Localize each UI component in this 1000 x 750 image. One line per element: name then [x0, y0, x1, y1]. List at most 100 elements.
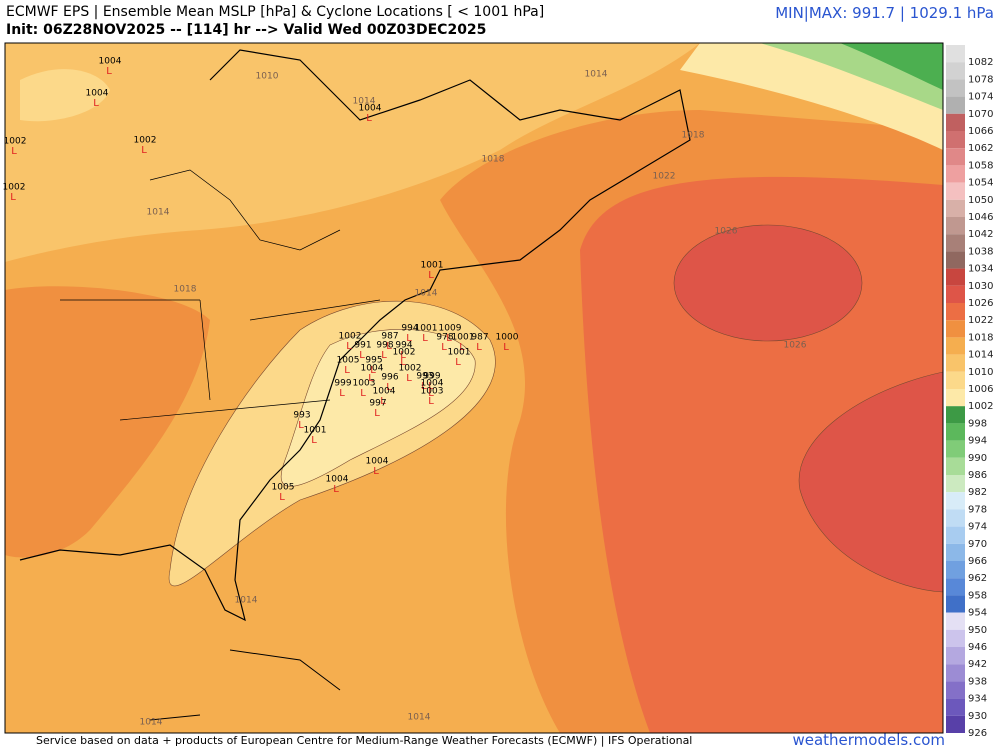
islands — [149, 649, 341, 721]
cyclone-symbol: L — [380, 396, 386, 407]
colorbar-label: 926 — [968, 728, 987, 739]
contour-label: 1014 — [408, 713, 431, 723]
colorbar-swatch — [946, 509, 965, 527]
cyclone-pressure: 1004 — [326, 475, 349, 485]
cyclone-pressure: 991 — [354, 341, 371, 351]
colorbar-label: 930 — [968, 711, 987, 722]
colorbar-label: 950 — [968, 625, 987, 636]
colorbar-swatch — [946, 595, 965, 613]
colorbar-label: 1066 — [968, 126, 993, 137]
cyclone-pressure: 1003 — [353, 379, 376, 389]
cyclone-pressure: 998 — [376, 341, 393, 351]
cyclone-pressure: 1003 — [421, 387, 444, 397]
cyclone-symbol: L — [339, 388, 345, 399]
cyclone-pressure: 987 — [471, 333, 488, 343]
colorbar-label: 1022 — [968, 315, 993, 326]
colorbar-label: 966 — [968, 556, 987, 567]
colorbar-label: 998 — [968, 418, 987, 429]
colorbar-swatch — [946, 423, 965, 441]
colorbar-label: 1082 — [968, 57, 993, 68]
colorbar-swatch — [946, 285, 965, 303]
colorbar-label: 1034 — [968, 264, 993, 275]
field-1018w — [5, 286, 210, 558]
coastline — [19, 49, 691, 622]
colorbar-swatch — [946, 79, 965, 97]
colorbar-swatch — [946, 578, 965, 596]
colorbar-label: 1010 — [968, 367, 993, 378]
cyclone-pressure: 1004 — [361, 364, 384, 374]
colorbar-label: 1062 — [968, 143, 993, 154]
colorbar-swatch — [946, 406, 965, 424]
colorbar-swatch — [946, 182, 965, 200]
cyclone-pressure: 1001 — [448, 348, 471, 358]
field-1010 — [5, 43, 700, 262]
cyclone-symbol: L — [366, 113, 372, 124]
colorbar-label: 994 — [968, 436, 987, 447]
cyclone-symbol: L — [298, 420, 304, 431]
colorbar-swatch — [946, 148, 965, 166]
contour-label: 1014 — [415, 289, 438, 299]
cyclone-symbol: L — [333, 484, 339, 495]
colorbar-label: 1058 — [968, 160, 993, 171]
colorbar-label: 970 — [968, 539, 987, 550]
colorbar-label: 1054 — [968, 178, 993, 189]
cyclone-pressure: 1005 — [272, 483, 295, 493]
colorbar-swatch — [946, 492, 965, 510]
contour-label: 1022 — [653, 172, 676, 182]
colorbar-label: 954 — [968, 608, 987, 619]
cyclone-symbol: L — [360, 388, 366, 399]
field-green2 — [840, 43, 943, 90]
contour-label: 1018 — [682, 131, 705, 141]
colorbar-swatch — [946, 526, 965, 544]
cyclone-pressure: 1002 — [393, 348, 416, 358]
cyclone-symbol: L — [446, 333, 452, 344]
cyclone-symbol: L — [503, 342, 509, 353]
colorbar-swatch — [946, 561, 965, 579]
cyclone-pressure: 996 — [381, 373, 398, 383]
colorbar-label: 1018 — [968, 332, 993, 343]
contour-label: 1014 — [235, 596, 258, 606]
cyclone-pressure: 1004 — [359, 104, 382, 114]
colorbar-swatch — [946, 320, 965, 338]
contour-label: 1018 — [482, 155, 505, 165]
contour-label: 1010 — [256, 72, 279, 82]
cyclone-pressure: 994 — [401, 324, 418, 334]
cyclone-pressure: 1005 — [337, 356, 360, 366]
contour-label: 1014 — [353, 97, 376, 107]
colorbar-label: 1074 — [968, 92, 993, 103]
cyclone-pressure: 1009 — [439, 324, 462, 334]
cyclone-pressure: 987 — [381, 332, 398, 342]
contour-label: 1014 — [147, 208, 170, 218]
cyclone-pressure: 1001 — [421, 261, 444, 271]
colorbar-swatch — [946, 354, 965, 372]
cyclone-symbol: L — [279, 492, 285, 503]
colorbar-label: 1026 — [968, 298, 993, 309]
colorbar-label: 1050 — [968, 195, 993, 206]
colorbar-label: 1078 — [968, 74, 993, 85]
cyclone-symbol: L — [11, 146, 17, 157]
cyclone-pressure: 1001 — [452, 333, 475, 343]
colorbar-swatch — [946, 217, 965, 235]
cyclone-symbol: L — [106, 66, 112, 77]
min-max: MIN|MAX: 991.7 | 1029.1 hPa — [775, 4, 994, 22]
colorbar-swatch — [946, 457, 965, 475]
borders — [60, 169, 381, 421]
cyclone-symbol: L — [476, 342, 482, 353]
cyclone-pressure: 999 — [334, 379, 351, 389]
cyclone-pressure: 1002 — [399, 364, 422, 374]
colorbar-swatch — [946, 268, 965, 286]
cyclone-pressure: 1002 — [4, 137, 27, 147]
colorbar-swatch — [946, 698, 965, 716]
colorbar-swatch — [946, 629, 965, 647]
cyclone-pressure: 993 — [293, 411, 310, 421]
cyclone-symbol: L — [400, 357, 406, 368]
cyclone-symbol: L — [406, 333, 412, 344]
brand: weathermodels.com — [792, 731, 945, 749]
cyclone-pressure: 1004 — [373, 387, 396, 397]
title: ECMWF EPS | Ensemble Mean MSLP [hPa] & C… — [6, 4, 545, 20]
field-1026b — [798, 371, 944, 593]
colorbar-label: 958 — [968, 590, 987, 601]
colorbar-swatch — [946, 440, 965, 458]
